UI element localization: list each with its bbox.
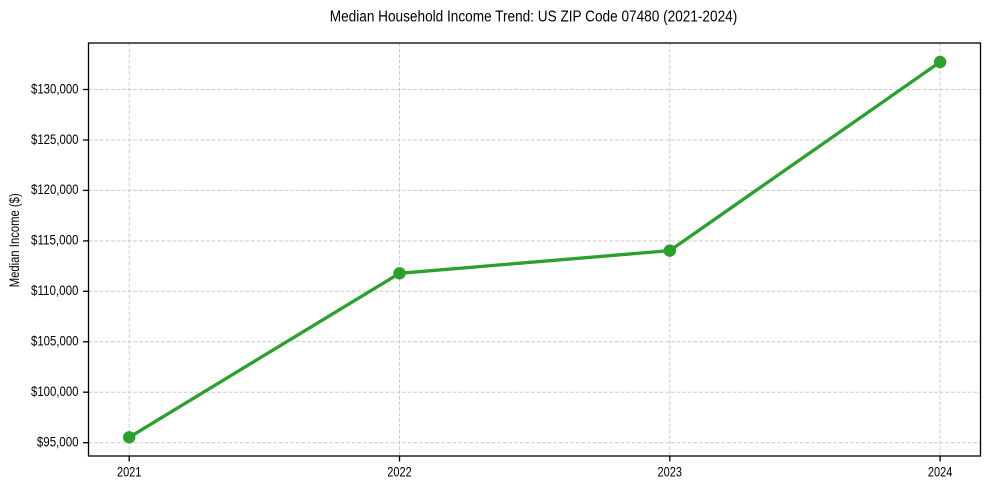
- svg-text:$120,000: $120,000: [31, 181, 79, 197]
- svg-text:$105,000: $105,000: [31, 333, 79, 349]
- svg-text:2024: 2024: [928, 464, 953, 480]
- svg-text:$125,000: $125,000: [31, 131, 79, 147]
- svg-text:$130,000: $130,000: [31, 80, 79, 96]
- svg-text:$95,000: $95,000: [37, 434, 79, 450]
- svg-text:Median Income ($): Median Income ($): [6, 193, 22, 287]
- svg-text:2023: 2023: [658, 464, 683, 480]
- svg-text:$110,000: $110,000: [31, 282, 79, 298]
- svg-text:$100,000: $100,000: [31, 383, 79, 399]
- svg-text:Median Household Income Trend:: Median Household Income Trend: US ZIP Co…: [330, 8, 738, 25]
- svg-text:2022: 2022: [387, 464, 412, 480]
- svg-text:2021: 2021: [117, 464, 142, 480]
- svg-text:$115,000: $115,000: [31, 232, 79, 248]
